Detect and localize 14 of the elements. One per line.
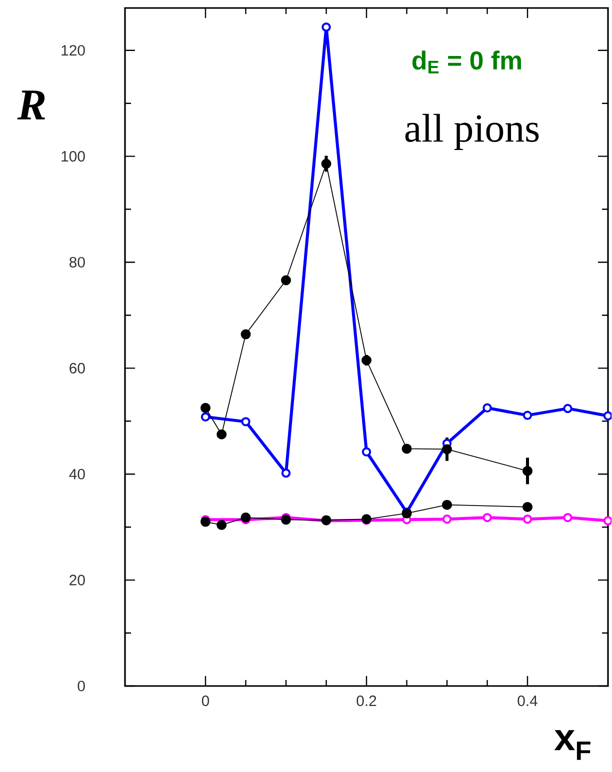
y-axis-title: R [18,90,46,120]
x-tick-label: 0.2 [356,696,376,706]
x-tick-label: 0.4 [518,696,538,706]
annotation: all pions [406,114,539,150]
x-tick-label: 0 [202,696,210,706]
y-tick-label: 60 [70,362,86,374]
x-axis-title: x$_{F}$ [554,730,591,760]
y-tick-label: 120 [62,45,86,56]
y-tick-label: 0 [78,680,86,692]
y-tick-label: 40 [69,468,86,480]
y-tick-label: 100 [62,151,86,162]
y-tick-label: 20 [70,574,86,586]
annotation: d$_{E}$ = 0 fm [412,50,522,74]
y-tick-label: 80 [70,256,86,268]
